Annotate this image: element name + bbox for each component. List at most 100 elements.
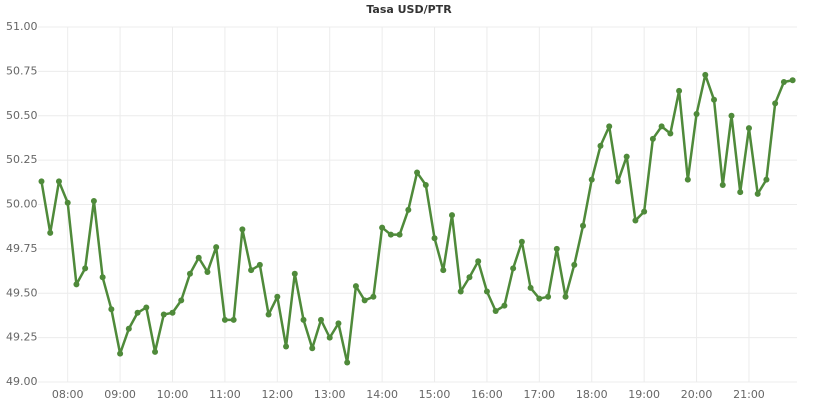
data-point bbox=[213, 244, 220, 251]
data-point bbox=[283, 343, 290, 350]
data-point bbox=[693, 110, 700, 117]
data-point bbox=[186, 270, 193, 277]
data-point bbox=[256, 261, 263, 268]
chart-title: Tasa USD/PTR bbox=[366, 3, 452, 16]
data-point bbox=[606, 123, 613, 130]
data-point bbox=[82, 265, 89, 272]
data-point bbox=[737, 189, 744, 196]
data-point bbox=[309, 345, 316, 352]
y-tick-label: 49.50 bbox=[6, 286, 38, 299]
data-point bbox=[449, 212, 455, 219]
y-tick-label: 50.00 bbox=[6, 198, 38, 211]
data-point bbox=[47, 229, 54, 236]
series-line bbox=[40, 73, 793, 364]
data-point bbox=[545, 293, 552, 300]
data-point bbox=[73, 281, 80, 288]
data-point bbox=[248, 267, 255, 274]
data-point bbox=[623, 153, 630, 160]
x-tick-label: 21:00 bbox=[733, 388, 765, 401]
data-point bbox=[265, 311, 272, 318]
x-tick-label: 11:00 bbox=[209, 388, 241, 401]
data-point bbox=[169, 309, 176, 316]
data-point bbox=[457, 288, 464, 295]
x-tick-label: 20:00 bbox=[681, 388, 713, 401]
data-point bbox=[55, 178, 62, 185]
data-point bbox=[405, 206, 412, 213]
data-point bbox=[676, 87, 683, 94]
data-point bbox=[274, 293, 281, 300]
data-point bbox=[597, 142, 604, 149]
data-point bbox=[728, 112, 735, 119]
data-point bbox=[90, 197, 97, 204]
data-point bbox=[195, 254, 202, 261]
data-point bbox=[204, 268, 211, 275]
y-tick-label: 50.50 bbox=[6, 109, 38, 122]
data-point bbox=[108, 306, 115, 313]
data-point bbox=[649, 135, 656, 142]
x-tick-label: 16:00 bbox=[471, 388, 503, 401]
data-point bbox=[117, 350, 124, 357]
data-point bbox=[422, 181, 429, 188]
data-point bbox=[632, 217, 639, 224]
data-point bbox=[483, 288, 490, 295]
data-point bbox=[230, 316, 237, 323]
data-point bbox=[38, 178, 45, 185]
data-point bbox=[702, 71, 709, 78]
data-point bbox=[352, 283, 359, 290]
y-tick-label: 49.25 bbox=[6, 331, 38, 344]
data-point bbox=[344, 359, 351, 366]
data-point bbox=[160, 311, 167, 318]
x-tick-label: 18:00 bbox=[576, 388, 608, 401]
data-point bbox=[580, 222, 587, 229]
data-point bbox=[99, 274, 106, 281]
x-tick-label: 12:00 bbox=[261, 388, 293, 401]
data-point bbox=[64, 199, 71, 206]
data-point bbox=[387, 231, 394, 238]
data-point bbox=[763, 176, 770, 183]
y-tick-label: 50.25 bbox=[6, 153, 38, 166]
x-tick-label: 10:00 bbox=[157, 388, 189, 401]
data-point bbox=[361, 297, 368, 304]
data-point bbox=[571, 261, 578, 268]
x-tick-label: 13:00 bbox=[314, 388, 346, 401]
data-point bbox=[711, 96, 718, 103]
data-point bbox=[125, 325, 132, 332]
y-tick-label: 51.00 bbox=[6, 20, 38, 33]
x-tick-label: 14:00 bbox=[366, 388, 398, 401]
data-point bbox=[562, 293, 569, 300]
data-point bbox=[501, 302, 508, 309]
data-point bbox=[719, 181, 726, 188]
data-point bbox=[152, 348, 159, 355]
data-point bbox=[396, 231, 403, 238]
data-point bbox=[510, 265, 517, 272]
data-point bbox=[492, 308, 499, 314]
data-point bbox=[667, 130, 674, 137]
data-point bbox=[614, 178, 621, 185]
data-point bbox=[536, 295, 543, 302]
data-point bbox=[134, 309, 141, 316]
data-point bbox=[754, 190, 761, 197]
data-point bbox=[772, 100, 779, 107]
x-tick-label: 09:00 bbox=[104, 388, 136, 401]
data-point bbox=[658, 123, 665, 130]
data-point bbox=[684, 176, 691, 183]
data-point bbox=[440, 267, 447, 274]
data-point bbox=[291, 270, 298, 277]
data-point bbox=[239, 226, 246, 233]
data-point bbox=[745, 125, 752, 132]
data-point bbox=[518, 238, 525, 245]
data-point bbox=[641, 208, 648, 215]
x-tick-label: 17:00 bbox=[523, 388, 555, 401]
data-point bbox=[335, 320, 342, 327]
data-point bbox=[466, 274, 473, 281]
x-tick-label: 15:00 bbox=[419, 388, 451, 401]
data-point bbox=[780, 79, 787, 86]
data-point bbox=[475, 258, 482, 265]
data-point bbox=[553, 245, 560, 252]
data-point bbox=[527, 284, 534, 291]
data-point bbox=[789, 77, 796, 84]
data-point bbox=[414, 169, 421, 176]
x-tick-label: 08:00 bbox=[52, 388, 84, 401]
data-point bbox=[431, 235, 438, 242]
